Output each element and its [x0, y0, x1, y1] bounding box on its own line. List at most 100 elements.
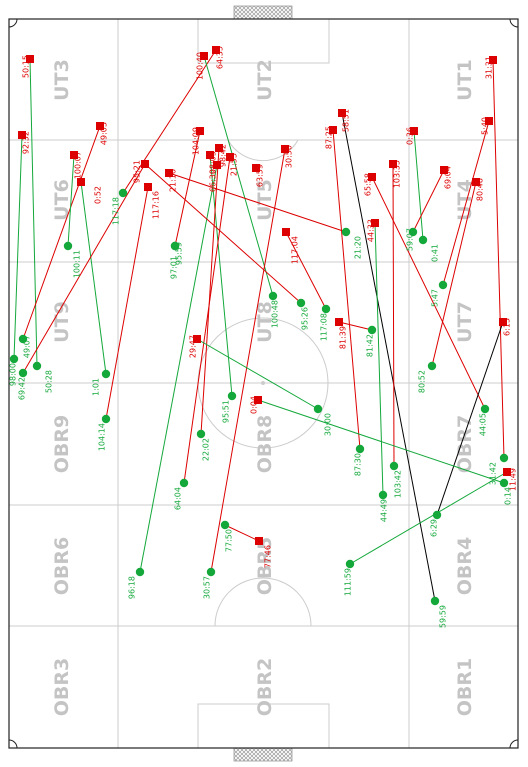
green-dot-marker [408, 227, 418, 237]
event-link-red [338, 321, 373, 331]
event-time-label: 87:30 [354, 453, 363, 476]
red-square-marker [77, 178, 85, 186]
red-square-marker [254, 396, 262, 404]
event-time-label: 0:36 [406, 127, 415, 145]
event-link-red [174, 130, 201, 247]
event-time-label: 77:46 [264, 545, 273, 568]
event-time-label: 30:50 [285, 145, 294, 168]
event-link-red [183, 156, 231, 484]
event-link-red [285, 231, 327, 310]
bottom-goal [233, 747, 293, 762]
event-time-label: 21:20 [354, 236, 363, 259]
green-dot-marker [135, 567, 145, 577]
event-time-label: 44:33 [367, 219, 376, 242]
red-square-marker [472, 178, 480, 186]
event-time-label: 64:04 [174, 487, 183, 510]
green-dot-marker [63, 241, 73, 251]
event-time-label: 1:01 [92, 378, 101, 396]
event-time-label: 65:58 [364, 173, 373, 196]
event-time-label: 5:47 [431, 289, 440, 307]
green-dot-marker [179, 478, 189, 488]
pitch-border [8, 18, 519, 749]
red-square-marker [338, 109, 346, 117]
event-time-label: 49:03 [100, 122, 109, 145]
event-time-label: 103:35 [393, 160, 402, 188]
event-time-label: 31:42 [489, 462, 498, 485]
red-square-marker [70, 151, 78, 159]
event-time-label: 100:40 [196, 52, 205, 80]
red-square-marker [200, 52, 208, 60]
green-dot-marker [206, 567, 216, 577]
event-time-label: 30:00 [324, 413, 333, 436]
red-square-marker [193, 335, 201, 343]
red-square-marker [335, 318, 343, 326]
zone-label-ut2: UT2 [254, 59, 276, 101]
event-time-label: 111:59 [344, 568, 353, 596]
event-link-red [168, 172, 347, 233]
event-link-green [209, 154, 233, 397]
corner-arc-bl [8, 739, 18, 749]
event-link-red [371, 176, 486, 410]
green-dot-marker [355, 444, 365, 454]
event-link-red [144, 163, 302, 304]
event-time-label: 100:11 [73, 250, 82, 278]
green-dot-marker [341, 227, 351, 237]
red-square-marker [252, 164, 260, 172]
event-time-label: 117:18 [112, 197, 121, 225]
event-link-red [492, 59, 505, 459]
event-time-label: 69:04 [444, 166, 453, 189]
event-link-green [29, 58, 38, 367]
event-link-green [139, 164, 218, 573]
green-dot-marker [499, 453, 509, 463]
green-dot-marker [118, 188, 128, 198]
event-time-label: 21:55 [230, 153, 239, 176]
red-square-marker [212, 46, 220, 54]
event-time-label: 100:48 [271, 300, 280, 328]
red-square-marker [282, 228, 290, 236]
green-dot-marker [480, 404, 490, 414]
event-time-label: 44:05 [479, 413, 488, 436]
event-link-black [341, 112, 436, 602]
green-dot-marker [313, 404, 323, 414]
green-dot-marker [432, 510, 442, 520]
red-square-marker [389, 160, 397, 168]
green-dot-marker [32, 361, 42, 371]
event-time-label: 29:47 [189, 335, 198, 358]
event-time-label: 63:59 [256, 164, 265, 187]
event-time-label: 95:51 [222, 400, 231, 423]
green-dot-marker [378, 490, 388, 500]
event-link-red [442, 120, 490, 286]
zone-label-obr9: OBR9 [51, 415, 73, 473]
event-time-label: 80:52 [418, 370, 427, 393]
red-square-marker [18, 131, 26, 139]
event-link-green [413, 130, 424, 241]
zone-label-ut4: UT4 [454, 179, 476, 221]
zone-label-obr8: OBR8 [254, 415, 276, 473]
green-dot-marker [170, 241, 180, 251]
event-link-red [392, 163, 395, 467]
event-links [13, 49, 508, 602]
event-time-label: 0:52 [94, 186, 103, 204]
event-link-green [203, 55, 274, 297]
event-time-label: 50:28 [45, 370, 54, 393]
zone-label-ut5: UT5 [254, 179, 276, 221]
event-link-red [412, 169, 445, 233]
event-link-green [67, 154, 75, 247]
event-link-red [224, 524, 260, 542]
green-dot-marker [268, 291, 278, 301]
event-time-label: 0:41 [431, 244, 440, 262]
green-dot-marker [321, 304, 331, 314]
red-square-marker [281, 145, 289, 153]
red-square-marker [503, 468, 511, 476]
event-link-red [22, 163, 146, 374]
event-link-green [374, 222, 384, 496]
event-time-label: 117:08 [320, 313, 329, 341]
green-dot-marker [220, 520, 230, 530]
event-time-label: 49:07 [23, 335, 32, 358]
red-square-marker [371, 219, 379, 227]
green-dot-marker [345, 559, 355, 569]
red-square-marker [440, 166, 448, 174]
event-time-label: 81:42 [366, 334, 375, 357]
zone-label-ut1: UT1 [454, 59, 476, 101]
event-link-red [105, 186, 149, 420]
